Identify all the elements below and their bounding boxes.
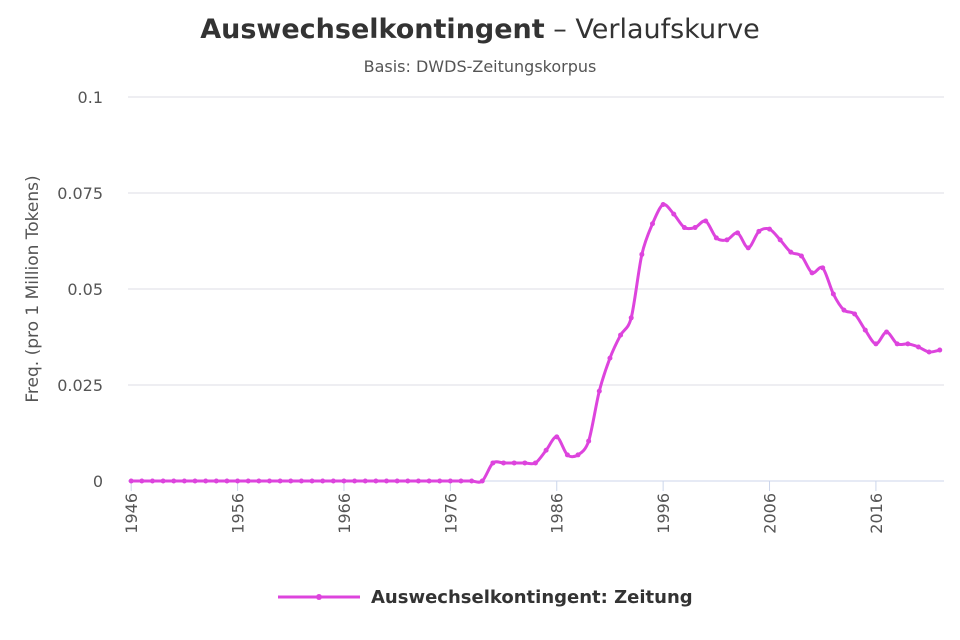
data-point xyxy=(277,478,283,484)
data-point xyxy=(490,460,496,466)
data-point xyxy=(224,478,230,484)
data-point xyxy=(426,478,432,484)
data-point xyxy=(724,237,730,243)
data-point xyxy=(649,221,655,227)
y-tick-label: 0.025 xyxy=(57,376,103,395)
data-point xyxy=(607,355,613,361)
data-point xyxy=(692,225,698,231)
y-tick-label: 0 xyxy=(93,472,103,491)
chart-title: Auswechselkontingent – Verlaufskurve xyxy=(200,14,760,45)
x-tick-label: 1986 xyxy=(548,493,567,534)
data-point xyxy=(373,478,379,484)
data-point xyxy=(522,460,528,466)
data-point xyxy=(756,228,762,234)
data-point xyxy=(181,478,187,484)
data-point xyxy=(915,344,921,350)
data-point xyxy=(352,478,358,484)
data-point xyxy=(937,347,943,353)
data-point xyxy=(905,341,911,347)
data-point xyxy=(894,341,900,347)
data-point xyxy=(926,349,932,355)
data-point xyxy=(341,478,347,484)
data-point xyxy=(628,315,634,321)
x-tick-label: 1946 xyxy=(122,493,141,534)
data-point xyxy=(830,291,836,297)
data-point xyxy=(384,478,390,484)
data-point xyxy=(554,434,560,440)
data-point xyxy=(788,249,794,255)
data-point xyxy=(586,438,592,444)
subtitle: Basis: DWDS-Zeitungskorpus xyxy=(364,57,597,76)
data-point xyxy=(320,478,326,484)
data-point xyxy=(469,478,475,484)
data-point xyxy=(841,307,847,313)
data-point xyxy=(777,237,783,243)
data-point xyxy=(203,478,209,484)
data-point xyxy=(235,478,241,484)
data-point xyxy=(767,226,773,232)
y-tick-label: 0.05 xyxy=(67,280,103,299)
data-point xyxy=(809,270,815,276)
data-point xyxy=(575,452,581,458)
data-point xyxy=(639,251,645,257)
data-point xyxy=(149,478,155,484)
data-point xyxy=(256,478,262,484)
data-point xyxy=(820,265,826,271)
data-point xyxy=(618,332,624,338)
y-axis-label: Freq. (pro 1 Million Tokens) xyxy=(23,175,43,402)
data-point xyxy=(681,225,687,231)
data-point xyxy=(735,230,741,236)
data-point xyxy=(266,478,272,484)
data-point xyxy=(745,245,751,251)
data-point xyxy=(511,460,517,466)
data-point xyxy=(501,460,507,466)
data-point xyxy=(160,478,166,484)
data-point xyxy=(415,478,421,484)
data-point xyxy=(479,478,485,484)
data-point xyxy=(171,478,177,484)
data-point xyxy=(862,327,868,333)
title-suffix: – Verlaufskurve xyxy=(545,14,760,45)
data-point xyxy=(798,253,804,259)
y-tick-label: 0.075 xyxy=(57,184,103,203)
x-tick-label: 1966 xyxy=(335,493,354,534)
data-point xyxy=(458,478,464,484)
data-point xyxy=(447,478,453,484)
data-point xyxy=(288,478,294,484)
data-point xyxy=(298,478,304,484)
data-point xyxy=(437,478,443,484)
data-point xyxy=(362,478,368,484)
data-point xyxy=(873,341,879,347)
data-point xyxy=(245,478,251,484)
data-point xyxy=(309,478,315,484)
data-point xyxy=(330,478,336,484)
x-tick-label: 1976 xyxy=(441,493,460,534)
data-point xyxy=(543,447,549,453)
x-tick-label: 1956 xyxy=(229,493,248,534)
legend-label[interactable]: Auswechselkontingent: Zeitung xyxy=(371,587,693,608)
data-point xyxy=(596,388,602,394)
data-point xyxy=(192,478,198,484)
data-point xyxy=(660,202,666,208)
data-point xyxy=(564,452,570,458)
data-point xyxy=(405,478,411,484)
x-tick-label: 1996 xyxy=(654,493,673,534)
data-point xyxy=(852,311,858,317)
y-tick-label: 0.1 xyxy=(78,88,103,107)
data-point xyxy=(532,460,538,466)
legend-marker xyxy=(316,594,322,600)
data-point xyxy=(139,478,145,484)
data-point xyxy=(884,329,890,335)
data-point xyxy=(213,478,219,484)
data-point xyxy=(394,478,400,484)
data-point xyxy=(128,478,134,484)
data-point xyxy=(713,235,719,241)
x-tick-label: 2016 xyxy=(867,493,886,534)
x-tick-label: 2006 xyxy=(761,493,780,534)
series-line xyxy=(131,202,941,484)
title-term: Auswechselkontingent xyxy=(200,14,545,45)
data-point xyxy=(703,218,709,224)
data-point xyxy=(671,211,677,217)
